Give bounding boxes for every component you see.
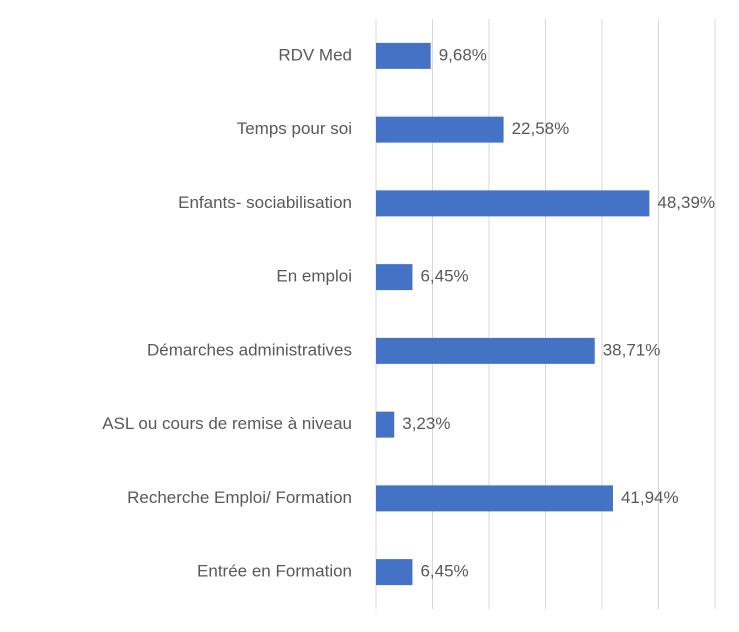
y-tick-label: Démarches administratives: [147, 340, 352, 359]
bar: [376, 42, 431, 69]
y-tick-label: RDV Med: [278, 45, 352, 64]
data-label: 3,23%: [402, 414, 450, 433]
bar: [376, 337, 595, 364]
data-label: 38,71%: [603, 340, 661, 359]
y-tick-label: Enfants- sociabilisation: [178, 193, 352, 212]
bar: [376, 559, 413, 586]
y-tick-label: Entrée en Formation: [197, 562, 352, 581]
data-label: 41,94%: [621, 488, 679, 507]
y-tick-label: Recherche Emploi/ Formation: [127, 488, 352, 507]
data-label: 6,45%: [420, 562, 468, 581]
data-label: 9,68%: [439, 45, 487, 64]
bar: [376, 485, 613, 512]
bar: [376, 411, 395, 438]
data-label: 22,58%: [512, 119, 570, 138]
data-label: 6,45%: [420, 267, 468, 286]
bar: [376, 190, 650, 217]
bar: [376, 264, 413, 291]
bar: [376, 116, 504, 143]
y-tick-label: ASL ou cours de remise à niveau: [102, 414, 352, 433]
y-tick-label: En emploi: [276, 267, 352, 286]
y-tick-label: Temps pour soi: [237, 119, 352, 138]
data-label: 48,39%: [657, 193, 715, 212]
